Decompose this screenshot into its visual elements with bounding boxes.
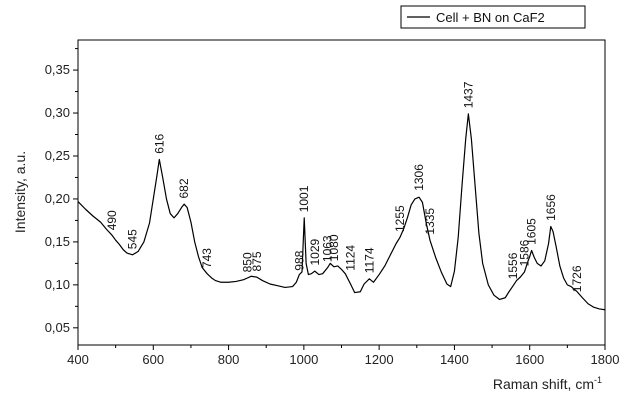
y-tick-label: 0,35 bbox=[45, 62, 70, 77]
peak-label: 1306 bbox=[412, 164, 426, 191]
peak-label: 1063 bbox=[321, 235, 335, 262]
y-tick-label: 0,10 bbox=[45, 277, 70, 292]
legend: Cell + BN on CaF2 bbox=[400, 5, 586, 29]
x-tick-label: 1600 bbox=[515, 352, 544, 367]
peak-label: 1174 bbox=[362, 247, 376, 273]
x-tick-label: 1000 bbox=[289, 352, 318, 367]
peak-label: 682 bbox=[177, 178, 191, 198]
y-tick-label: 0,30 bbox=[45, 105, 70, 120]
x-tick-label: 1200 bbox=[365, 352, 394, 367]
y-tick-label: 0,25 bbox=[45, 148, 70, 163]
peak-label: 1001 bbox=[297, 185, 311, 212]
series-line bbox=[77, 113, 606, 311]
x-axis-title-superscript: -1 bbox=[594, 375, 602, 385]
peak-label: 1605 bbox=[525, 218, 539, 245]
peak-label: 988 bbox=[292, 250, 306, 270]
peak-label: 1255 bbox=[393, 205, 407, 232]
legend-label: Cell + BN on CaF2 bbox=[436, 10, 545, 25]
axis-ticks: 400 600 800 1000 1200 1400 1600 1800 0,05 0,10 0,1… bbox=[45, 48, 620, 367]
peak-label: 850 bbox=[240, 252, 254, 272]
peak-label: 1080 bbox=[327, 234, 341, 261]
peak-label: 1656 bbox=[544, 194, 558, 221]
y-tick-label: 0,15 bbox=[45, 234, 70, 249]
peak-label: 1586 bbox=[517, 239, 531, 266]
x-tick-label: 1800 bbox=[591, 352, 620, 367]
x-axis-title: Raman shift, cm-1 bbox=[493, 375, 602, 392]
peak-label: 545 bbox=[126, 229, 140, 249]
y-axis-title: Intensity, a.u. bbox=[12, 151, 28, 233]
x-tick-label: 800 bbox=[218, 352, 240, 367]
peak-label: 1556 bbox=[506, 252, 520, 279]
y-tick-label: 0,20 bbox=[45, 191, 70, 206]
peak-label: 490 bbox=[105, 210, 119, 230]
peak-label: 743 bbox=[200, 248, 214, 268]
plot-border bbox=[77, 39, 606, 346]
peak-label: 1437 bbox=[461, 81, 475, 108]
peak-label: 1726 bbox=[570, 265, 584, 292]
peak-label: 875 bbox=[250, 251, 264, 271]
peak-label: 1029 bbox=[308, 238, 322, 265]
legend-box bbox=[400, 5, 586, 29]
x-axis-title-main: Raman shift, cm bbox=[493, 376, 594, 392]
peak-label: 1335 bbox=[423, 208, 437, 235]
plot-area bbox=[77, 39, 606, 346]
x-tick-label: 400 bbox=[67, 352, 89, 367]
y-tick-label: 0,05 bbox=[45, 320, 70, 335]
peak-label: 1124 bbox=[344, 245, 358, 271]
x-tick-label: 600 bbox=[142, 352, 164, 367]
peak-label: 616 bbox=[152, 133, 166, 153]
x-tick-label: 1400 bbox=[440, 352, 469, 367]
series-layer bbox=[77, 113, 606, 311]
